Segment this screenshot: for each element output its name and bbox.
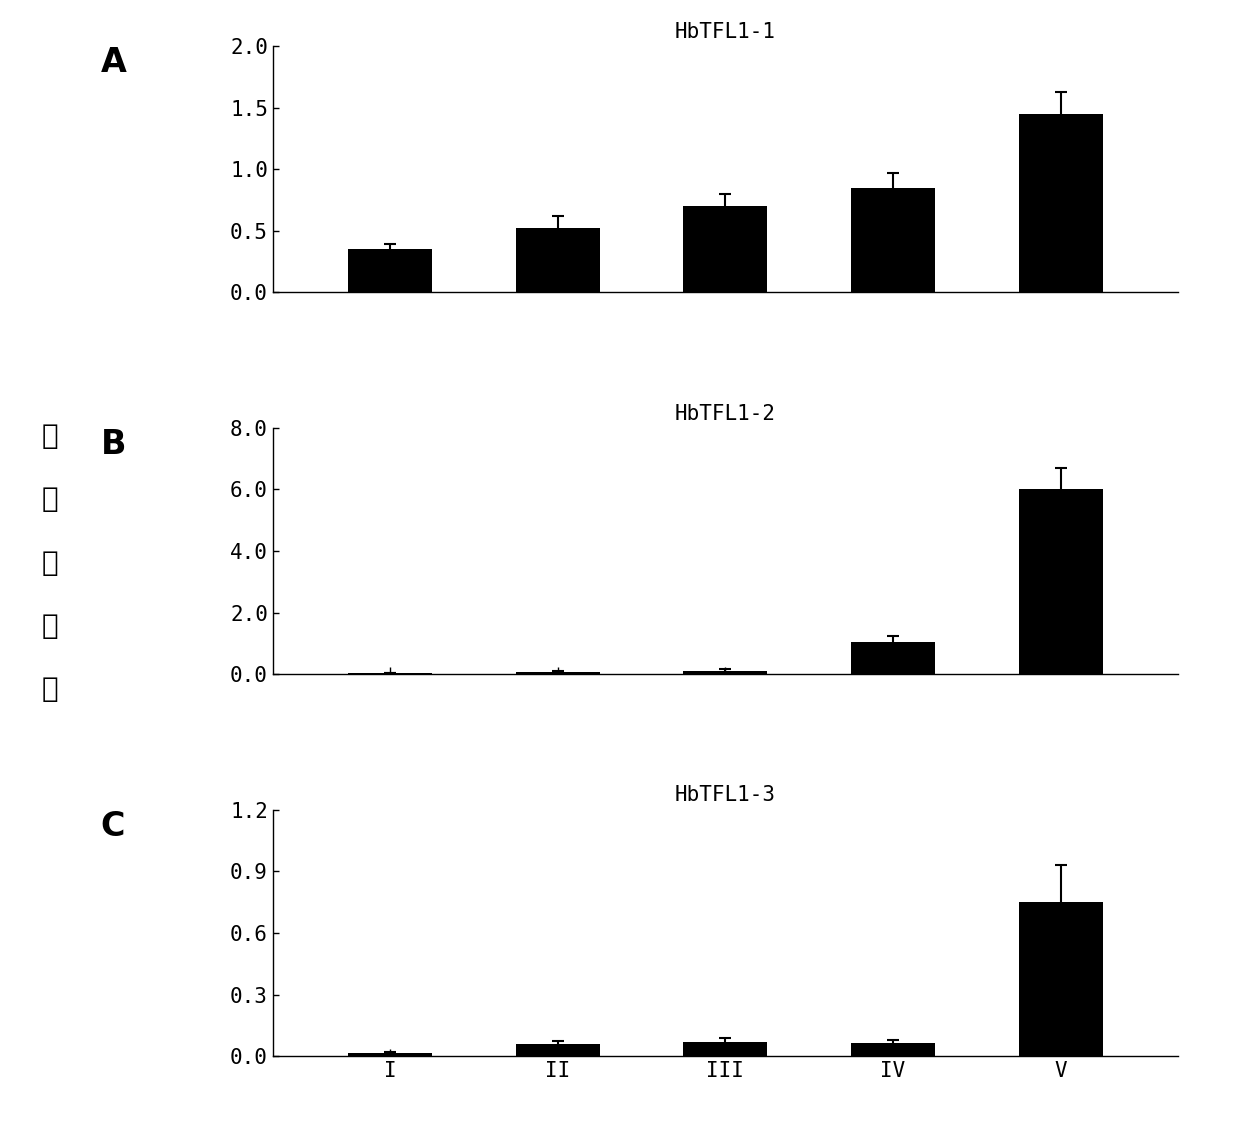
- Bar: [851, 642, 935, 674]
- Bar: [516, 1044, 600, 1056]
- Text: 相: 相: [41, 422, 58, 450]
- Bar: [348, 249, 432, 293]
- Text: A: A: [100, 46, 126, 79]
- Bar: [348, 673, 432, 674]
- Text: C: C: [100, 809, 125, 843]
- Bar: [683, 672, 768, 674]
- Bar: [851, 1042, 935, 1056]
- Bar: [683, 207, 768, 293]
- Text: 达: 达: [41, 612, 58, 639]
- Text: B: B: [100, 428, 126, 460]
- Title: HbTFL1-3: HbTFL1-3: [675, 785, 776, 806]
- Bar: [516, 672, 600, 674]
- Title: HbTFL1-1: HbTFL1-1: [675, 22, 776, 41]
- Text: 对: 对: [41, 486, 58, 513]
- Bar: [516, 228, 600, 293]
- Text: 表: 表: [41, 549, 58, 576]
- Bar: [683, 1041, 768, 1056]
- Bar: [851, 187, 935, 293]
- Bar: [348, 1053, 432, 1056]
- Bar: [1019, 902, 1102, 1056]
- Title: HbTFL1-2: HbTFL1-2: [675, 403, 776, 424]
- Bar: [1019, 489, 1102, 674]
- Text: 量: 量: [41, 675, 58, 703]
- Bar: [1019, 114, 1102, 293]
